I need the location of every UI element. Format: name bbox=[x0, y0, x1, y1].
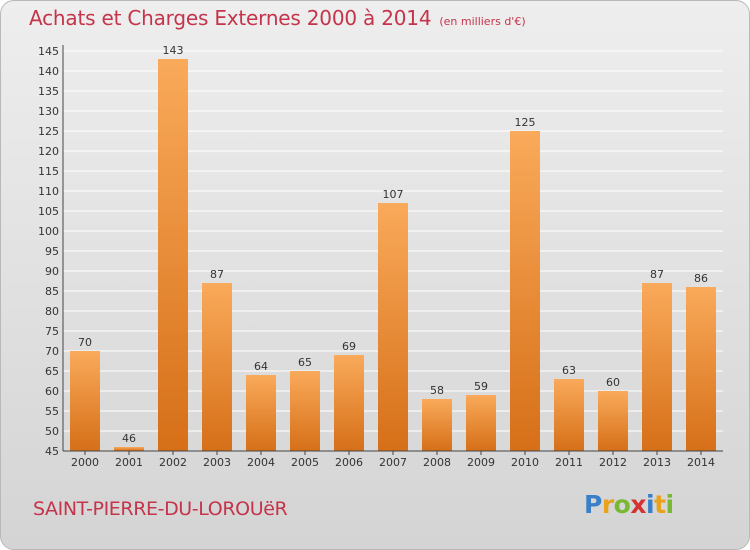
x-tick-label: 2003 bbox=[203, 456, 231, 469]
bar bbox=[158, 59, 188, 451]
bar-value-label: 63 bbox=[562, 364, 576, 377]
x-tick-label: 2000 bbox=[71, 456, 99, 469]
y-tick-label: 75 bbox=[45, 325, 59, 338]
bar bbox=[378, 203, 408, 451]
bar bbox=[642, 283, 672, 451]
bar-value-label: 46 bbox=[122, 432, 136, 445]
logo-letter: x bbox=[630, 490, 646, 519]
x-tick-label: 2001 bbox=[115, 456, 143, 469]
y-tick-label: 55 bbox=[45, 405, 59, 418]
bar bbox=[686, 287, 716, 451]
x-tick-label: 2010 bbox=[511, 456, 539, 469]
bar-value-label: 86 bbox=[694, 272, 708, 285]
bar bbox=[334, 355, 364, 451]
x-tick-label: 2009 bbox=[467, 456, 495, 469]
x-tick-label: 2006 bbox=[335, 456, 363, 469]
bar-value-label: 69 bbox=[342, 340, 356, 353]
y-tick-label: 140 bbox=[38, 65, 59, 78]
y-tick-label: 85 bbox=[45, 285, 59, 298]
y-tick-label: 90 bbox=[45, 265, 59, 278]
bar-value-label: 87 bbox=[210, 268, 224, 281]
y-tick-label: 135 bbox=[38, 85, 59, 98]
y-tick-label: 50 bbox=[45, 425, 59, 438]
bar bbox=[598, 391, 628, 451]
bar-value-label: 143 bbox=[163, 44, 184, 57]
y-tick-label: 115 bbox=[38, 165, 59, 178]
labels: 45 50 55 60 65 70 75 80 85 90 95 100 105 110 115 120 125… bbox=[38, 44, 715, 469]
y-tick-label: 145 bbox=[38, 45, 59, 58]
bar-value-label: 125 bbox=[515, 116, 536, 129]
bar bbox=[114, 447, 144, 451]
y-tick-label: 45 bbox=[45, 445, 59, 458]
logo-letter: t bbox=[654, 490, 666, 519]
bar-value-label: 107 bbox=[383, 188, 404, 201]
y-tick-label: 130 bbox=[38, 105, 59, 118]
x-tick-label: 2008 bbox=[423, 456, 451, 469]
chart-title: Achats et Charges Externes 2000 à 2014 (e… bbox=[29, 6, 526, 30]
bar-value-label: 87 bbox=[650, 268, 664, 281]
axes bbox=[62, 45, 723, 455]
logo-letter: i bbox=[646, 490, 655, 519]
bar-value-label: 65 bbox=[298, 356, 312, 369]
logo-letter: i bbox=[665, 490, 675, 519]
bar bbox=[466, 395, 496, 451]
logo-letter: P bbox=[584, 490, 602, 519]
y-tick-label: 60 bbox=[45, 385, 59, 398]
y-tick-label: 80 bbox=[45, 305, 59, 318]
bar bbox=[70, 351, 100, 451]
bar bbox=[202, 283, 232, 451]
bar bbox=[290, 371, 320, 451]
x-tick-label: 2013 bbox=[643, 456, 671, 469]
bar bbox=[554, 379, 584, 451]
x-tick-label: 2005 bbox=[291, 456, 319, 469]
x-tick-label: 2012 bbox=[599, 456, 627, 469]
y-tick-label: 70 bbox=[45, 345, 59, 358]
x-tick-label: 2004 bbox=[247, 456, 275, 469]
bar bbox=[510, 131, 540, 451]
x-tick-label: 2011 bbox=[555, 456, 583, 469]
x-tick-label: 2007 bbox=[379, 456, 407, 469]
x-tick-label: 2014 bbox=[687, 456, 715, 469]
logo-letter: r bbox=[601, 490, 614, 519]
y-tick-label: 100 bbox=[38, 225, 59, 238]
y-tick-label: 95 bbox=[45, 245, 59, 258]
y-tick-label: 105 bbox=[38, 205, 59, 218]
y-tick-label: 110 bbox=[38, 185, 59, 198]
bar bbox=[422, 399, 452, 451]
x-tick-label: 2002 bbox=[159, 456, 187, 469]
y-tick-label: 120 bbox=[38, 145, 59, 158]
y-tick-label: 65 bbox=[45, 365, 59, 378]
place-name: SAINT-PIERRE-DU-LOROUëR bbox=[33, 498, 288, 520]
proxiti-logo: Proxiti bbox=[584, 490, 674, 519]
bar-value-label: 70 bbox=[78, 336, 92, 349]
bars bbox=[70, 59, 716, 451]
logo-letter: o bbox=[613, 490, 631, 519]
chart-subtitle: (en milliers d'€) bbox=[439, 15, 526, 28]
bar bbox=[246, 375, 276, 451]
bar-value-label: 58 bbox=[430, 384, 444, 397]
bar-value-label: 59 bbox=[474, 380, 488, 393]
chart-title-text: Achats et Charges Externes 2000 à 2014 bbox=[29, 6, 432, 30]
bar-value-label: 60 bbox=[606, 376, 620, 389]
bar-value-label: 64 bbox=[254, 360, 268, 373]
y-tick-label: 125 bbox=[38, 125, 59, 138]
